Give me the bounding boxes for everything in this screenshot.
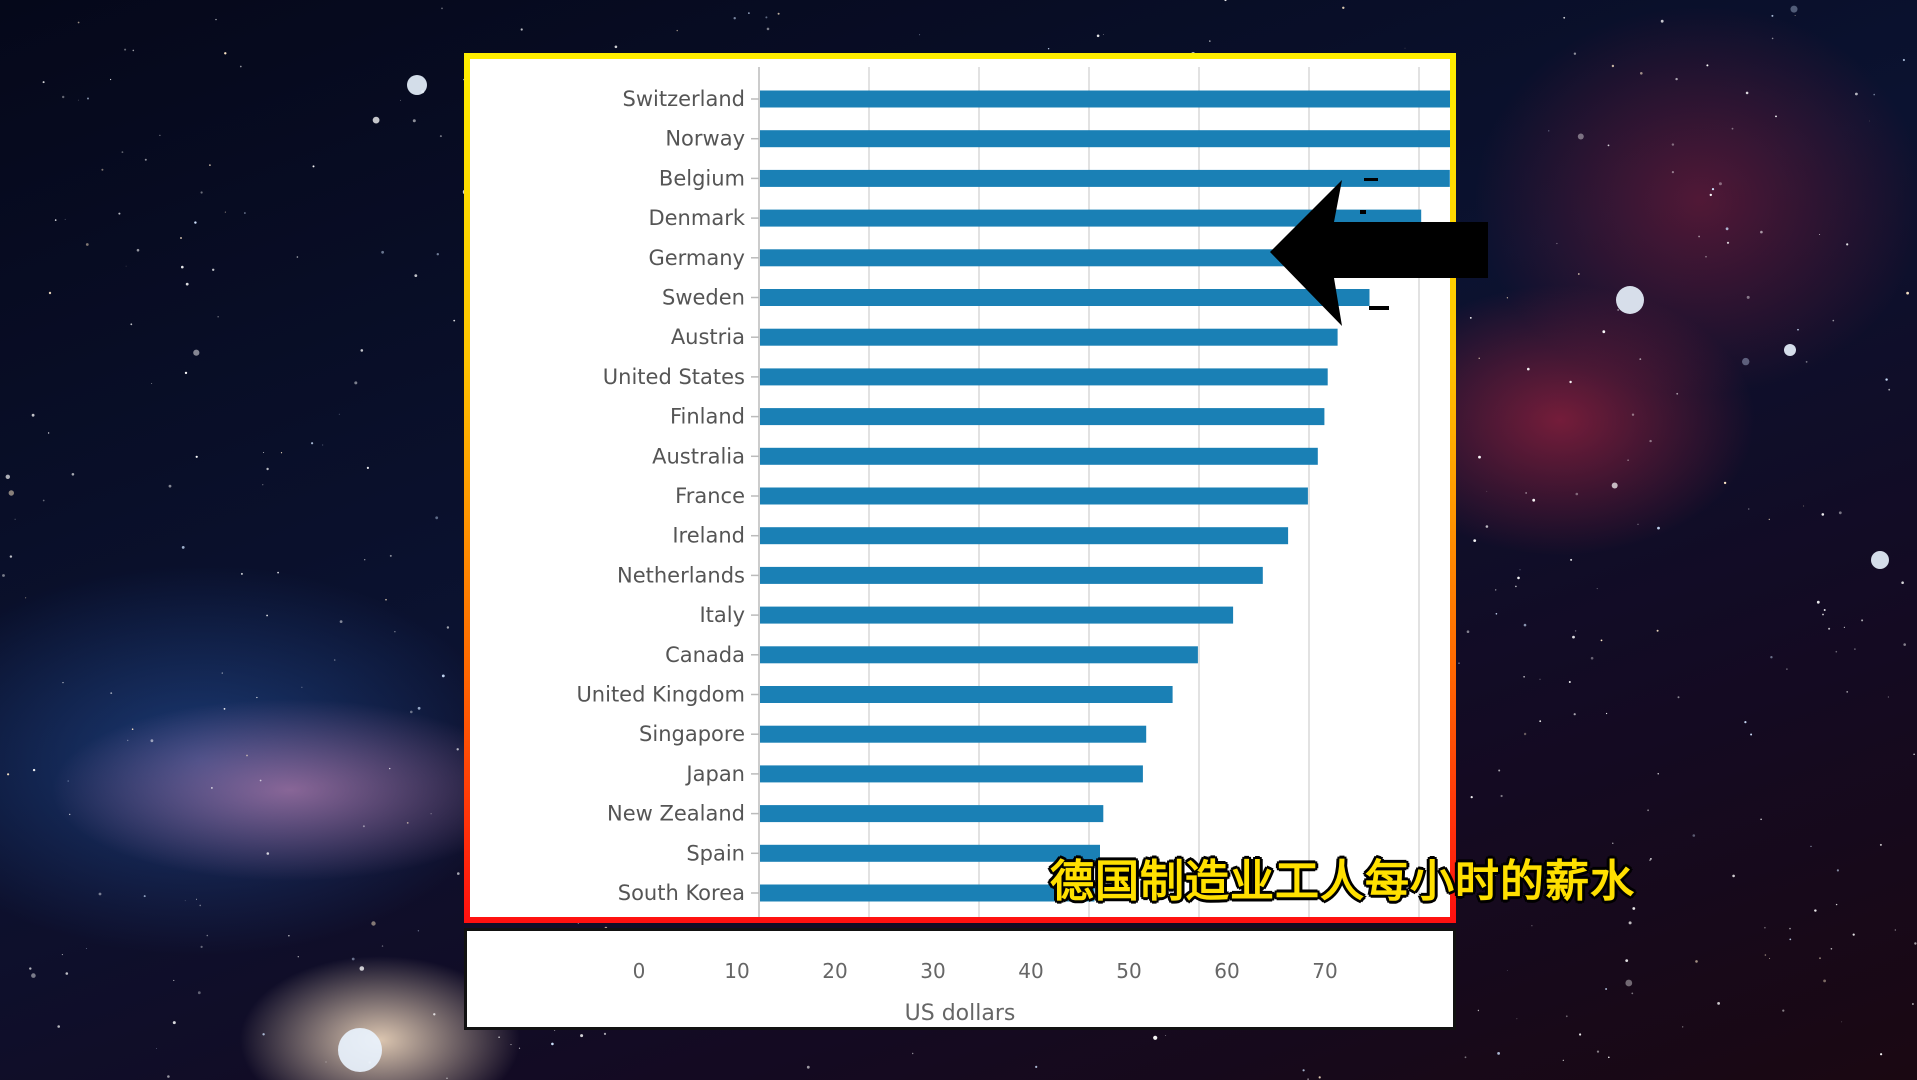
bar <box>760 368 1328 386</box>
category-label: Netherlands <box>617 563 745 587</box>
category-label: Germany <box>648 246 745 270</box>
category-label: Austria <box>671 325 745 349</box>
bar <box>760 169 1450 187</box>
x-axis-panel: 0 10 20 30 40 50 60 70 US dollars <box>464 928 1456 1030</box>
plot-area: Switzerland Norway Belgium Denmark Germany Sw… <box>470 59 1450 917</box>
bar <box>760 725 1147 743</box>
bar <box>760 209 1422 227</box>
category-label: Finland <box>670 405 745 429</box>
bar <box>760 90 1450 108</box>
bar <box>760 527 1289 545</box>
black-arrow-icon <box>1270 178 1488 326</box>
category-label: New Zealand <box>607 802 745 826</box>
category-label: United Kingdom <box>576 683 745 707</box>
category-label: Ireland <box>672 524 745 548</box>
bar <box>760 447 1318 465</box>
bar <box>760 606 1234 624</box>
bar <box>760 130 1450 148</box>
bar-chart: Switzerland Norway Belgium Denmark Germany Sw… <box>576 67 1450 917</box>
bar <box>760 805 1104 823</box>
chinese-caption: 德国制造业工人每小时的薪水 <box>1050 856 1635 907</box>
x-tick-label: 30 <box>920 959 946 983</box>
x-tick-label: 20 <box>822 959 848 983</box>
category-label: France <box>675 484 745 508</box>
category-label: Norway <box>665 127 745 151</box>
category-label: South Korea <box>618 881 745 905</box>
category-label: Singapore <box>639 722 745 746</box>
bar <box>760 566 1263 584</box>
category-label: United States <box>603 365 745 389</box>
category-label: Denmark <box>648 206 745 230</box>
bar <box>760 844 1100 862</box>
bar <box>760 289 1370 306</box>
x-tick-label: 60 <box>1214 959 1240 983</box>
bar <box>760 487 1308 505</box>
bar <box>760 686 1173 703</box>
bar <box>760 646 1198 664</box>
x-axis-title: US dollars <box>904 1001 1016 1026</box>
bar <box>760 249 1389 267</box>
category-label: Italy <box>699 603 745 627</box>
bar <box>760 884 1095 902</box>
category-label: Japan <box>684 762 745 786</box>
category-label: Belgium <box>659 166 745 190</box>
x-tick-label: 40 <box>1018 959 1044 983</box>
category-label: Spain <box>686 841 745 865</box>
category-label: Canada <box>665 643 745 667</box>
x-tick-label: 10 <box>724 959 750 983</box>
category-label: Switzerland <box>623 87 746 111</box>
bar <box>760 765 1143 783</box>
bar <box>760 328 1338 346</box>
x-tick-label: 70 <box>1312 959 1338 983</box>
category-label: Australia <box>652 444 745 468</box>
x-tick-label: 0 <box>632 959 646 983</box>
category-label: Sweden <box>662 286 745 310</box>
bar <box>760 408 1325 426</box>
x-tick-label: 50 <box>1116 959 1142 983</box>
